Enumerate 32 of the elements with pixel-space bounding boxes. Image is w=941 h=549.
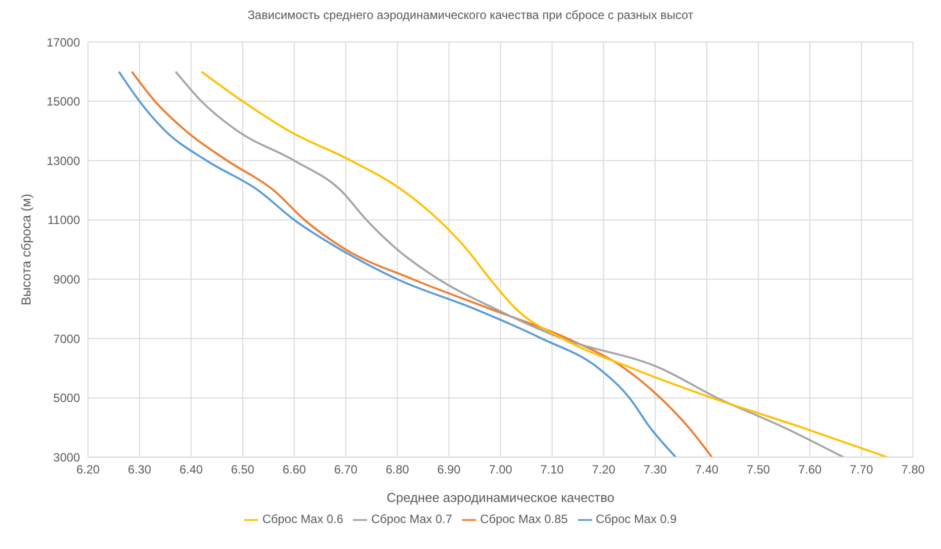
x-tick-label: 6.50 xyxy=(231,462,255,477)
x-tick-label: 6.80 xyxy=(386,462,410,477)
y-tick-label: 15000 xyxy=(46,94,80,109)
y-tick-label: 17000 xyxy=(46,35,80,50)
x-tick-label: 7.70 xyxy=(850,462,874,477)
legend-label: Сброс Max 0.7 xyxy=(371,512,452,526)
x-tick-label: 6.60 xyxy=(282,462,306,477)
x-tick-label: 7.50 xyxy=(746,462,770,477)
x-tick-label: 7.80 xyxy=(901,462,925,477)
legend-label: Сброс Max 0.9 xyxy=(596,512,677,526)
x-tick-label: 7.10 xyxy=(540,462,564,477)
x-tick-label: 6.90 xyxy=(437,462,461,477)
x-tick-label: 6.70 xyxy=(334,462,358,477)
legend-label: Сброс Max 0.6 xyxy=(262,512,344,526)
y-tick-label: 5000 xyxy=(53,391,80,406)
x-tick-label: 6.30 xyxy=(128,462,152,477)
y-tick-label: 9000 xyxy=(53,272,80,286)
y-tick-label: 7000 xyxy=(53,332,80,346)
y-tick-label: 3000 xyxy=(53,450,80,464)
x-tick-label: 7.00 xyxy=(488,462,512,477)
x-axis-title: Среднее аэродинамическое качество xyxy=(386,490,614,506)
x-tick-label: 7.60 xyxy=(798,462,822,477)
x-tick-label: 7.20 xyxy=(592,462,616,477)
x-tick-label: 6.40 xyxy=(179,462,204,477)
y-axis-title: Высота сброса (м) xyxy=(18,194,34,306)
chart-title: Зависимость среднего аэродинамического качества при сбросе с разных высот xyxy=(246,8,694,22)
y-tick-label: 11000 xyxy=(48,213,80,228)
x-tick-label: 7.40 xyxy=(695,462,719,477)
x-tick-label: 6.20 xyxy=(76,462,100,477)
legend-label: Сброс Max 0.85 xyxy=(480,512,568,526)
y-tick-label: 13000 xyxy=(46,154,80,168)
x-tick-label: 7.30 xyxy=(644,462,668,477)
